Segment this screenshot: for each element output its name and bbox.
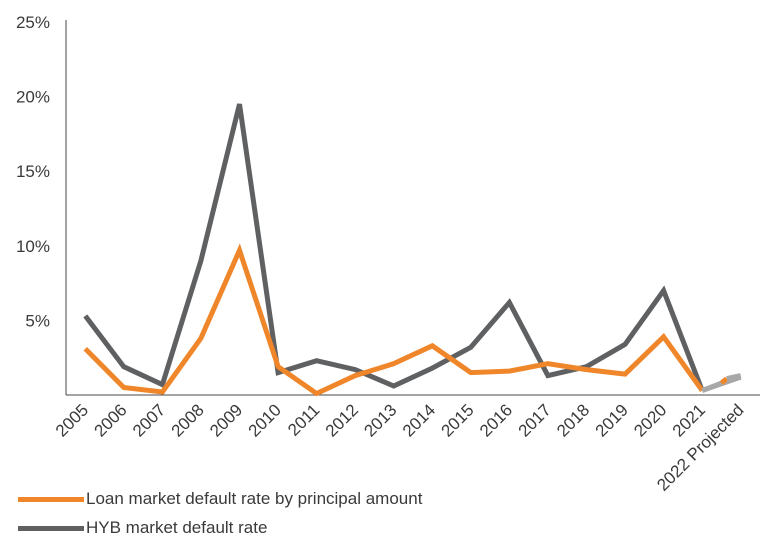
series-line-0 xyxy=(83,243,705,397)
x-tick-label: 2020 xyxy=(630,400,670,440)
x-tick-label: 2019 xyxy=(592,400,632,440)
projected-segment-loan-c xyxy=(726,373,742,382)
x-tick-label: 2007 xyxy=(129,400,169,440)
x-tick-label: 2010 xyxy=(245,400,285,440)
legend-label-loan: Loan market default rate by principal am… xyxy=(86,489,423,508)
projected-segment-loan-a xyxy=(701,380,723,393)
x-tick-label: 2012 xyxy=(322,400,362,440)
legend-swatch-loan xyxy=(18,496,84,502)
x-tick-label: 2005 xyxy=(52,400,92,440)
x-tick-label: 2013 xyxy=(360,400,400,440)
legend-label-hyb: HYB market default rate xyxy=(86,518,268,537)
series-lines xyxy=(83,103,742,397)
x-tick-label: 2008 xyxy=(168,400,208,440)
y-axis-ticks: 5% 10% 15% 20% 25% xyxy=(16,13,50,330)
y-tick-label: 25% xyxy=(16,13,50,32)
axes xyxy=(65,20,760,396)
y-tick-label: 5% xyxy=(25,311,50,330)
y-tick-label: 15% xyxy=(16,162,50,181)
x-tick-label: 2009 xyxy=(206,400,246,440)
x-tick-label: 2011 xyxy=(284,400,323,439)
y-tick-label: 20% xyxy=(16,88,50,107)
legend-item-hyb: HYB market default rate xyxy=(18,518,267,538)
x-tick-label: 2006 xyxy=(90,400,130,440)
projected-segment-loan-b xyxy=(719,376,729,385)
x-tick-label: 2018 xyxy=(553,400,593,440)
x-tick-label: 2014 xyxy=(399,400,439,440)
x-tick-label: 2016 xyxy=(476,400,516,440)
x-tick-label: 2017 xyxy=(515,400,555,440)
legend-swatch-hyb xyxy=(18,525,84,531)
x-tick-label: 2015 xyxy=(437,400,477,440)
y-tick-label: 10% xyxy=(16,237,50,256)
legend-item-loan: Loan market default rate by principal am… xyxy=(18,489,422,509)
series-line-1 xyxy=(83,103,705,392)
